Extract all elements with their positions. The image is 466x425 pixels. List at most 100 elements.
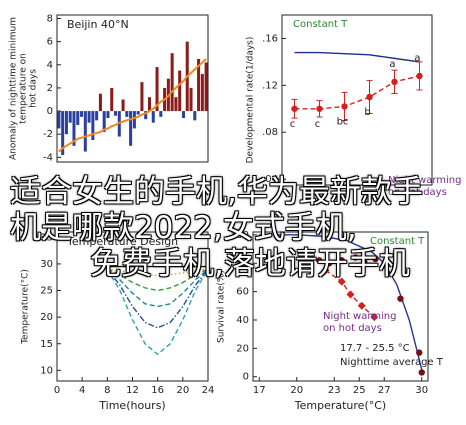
bar xyxy=(57,111,61,129)
series-line xyxy=(259,234,423,370)
overlay-text: 适合女生的手机,华为最新款手 xyxy=(10,174,423,210)
bar xyxy=(114,111,118,116)
y-tick-label: .16 xyxy=(262,33,278,44)
x-tick-label: 12 xyxy=(126,385,139,396)
x-tick-label: 27 xyxy=(378,385,391,396)
y-tick-label: -2 xyxy=(43,129,53,140)
point xyxy=(370,313,379,322)
point xyxy=(321,266,330,275)
bar xyxy=(98,93,102,112)
point xyxy=(346,290,355,299)
y-tick-label: .12 xyxy=(262,80,278,91)
bar xyxy=(151,111,155,123)
y-tick-label: 30 xyxy=(40,259,53,270)
point-label: c xyxy=(290,119,296,130)
series-line xyxy=(58,58,207,153)
bar xyxy=(102,111,106,132)
point-label: a xyxy=(389,59,395,70)
point-label: bc xyxy=(337,116,349,127)
y-tick-label: 0 xyxy=(47,106,53,117)
point xyxy=(352,254,359,261)
series-line xyxy=(107,268,209,277)
x-axis-label: Time(hours) xyxy=(98,399,165,412)
point xyxy=(291,105,298,112)
point-label: a xyxy=(414,53,420,64)
bar xyxy=(189,87,193,112)
point xyxy=(341,103,348,110)
bar xyxy=(106,111,110,119)
x-tick-label: 20 xyxy=(176,385,189,396)
point xyxy=(338,257,345,264)
series-line xyxy=(106,268,209,356)
y-tick-label: 0 xyxy=(243,372,249,383)
bar xyxy=(181,111,185,119)
plot-frame xyxy=(56,14,209,163)
plot-frame xyxy=(252,231,429,382)
x-tick-label: 30 xyxy=(415,385,428,396)
point xyxy=(416,72,423,80)
chart-title: Temperature Design xyxy=(66,235,178,248)
y-tick-label: 100 xyxy=(230,230,249,241)
y-tick-label: .08 xyxy=(262,127,278,138)
bar xyxy=(68,111,72,123)
x-tick-label: 4 xyxy=(79,385,85,396)
y-axis-label: Developmental rate(1/days) xyxy=(246,37,256,164)
bar xyxy=(110,87,114,112)
bar xyxy=(204,62,208,112)
y-tick-label: 35 xyxy=(40,232,53,243)
series-line xyxy=(106,268,209,329)
y-tick-label: 20 xyxy=(236,343,249,354)
overlay-text: 免费手机,落地请开手机 xyxy=(90,246,410,282)
bar xyxy=(76,111,80,125)
chart-title: Beijin 40°N xyxy=(67,18,129,31)
bar xyxy=(129,111,133,146)
bar xyxy=(87,111,91,123)
point xyxy=(337,277,346,286)
bar xyxy=(144,111,148,120)
point xyxy=(416,349,423,356)
annotation: Nighttime average T xyxy=(340,357,444,368)
point xyxy=(391,78,398,86)
x-tick-label: 8 xyxy=(104,385,110,396)
point xyxy=(361,258,368,265)
y-axis-label: Anomaly of nighttime minimum xyxy=(9,17,19,160)
point xyxy=(326,260,333,267)
y-tick-label: 8 xyxy=(47,13,53,24)
y-tick-label: 20 xyxy=(40,312,53,323)
y-tick-label: 15 xyxy=(40,339,53,350)
y-tick-label: 10 xyxy=(40,365,53,376)
annotation: Night warming xyxy=(388,175,462,186)
bar xyxy=(83,111,87,152)
annotation: Constant T xyxy=(370,236,425,247)
bar xyxy=(72,111,76,146)
bar xyxy=(200,74,204,112)
series-line xyxy=(294,51,420,63)
bar xyxy=(147,97,151,112)
bar xyxy=(121,99,125,112)
y-tick-label: 60 xyxy=(236,287,249,298)
point xyxy=(372,255,379,263)
y-axis-label: Survival rate(%) xyxy=(217,270,227,343)
y-tick-label: 2 xyxy=(47,83,53,94)
y-tick-label: 25 xyxy=(40,286,53,297)
annotation: Constant T xyxy=(293,19,348,30)
y-tick-label: 4 xyxy=(47,60,53,71)
overlay-text: 机是哪款2022,女式手机, xyxy=(10,210,357,246)
x-tick-label: 25 xyxy=(353,385,366,396)
x-tick-label: 16 xyxy=(151,385,164,396)
y-tick-label: .04 xyxy=(262,174,278,185)
bar xyxy=(155,67,159,112)
bar xyxy=(125,111,129,117)
series-line xyxy=(294,75,420,110)
y-tick-label: 80 xyxy=(236,258,249,269)
x-tick-label: 17 xyxy=(253,385,266,396)
point xyxy=(397,295,404,302)
bar xyxy=(140,82,144,112)
annotation: on hot days xyxy=(323,323,382,334)
x-tick-label: 20 xyxy=(290,385,303,396)
bar xyxy=(136,111,140,115)
point-label: c xyxy=(315,119,321,130)
point xyxy=(418,369,425,376)
y-tick-label: 40 xyxy=(236,315,249,326)
bar xyxy=(193,111,197,121)
